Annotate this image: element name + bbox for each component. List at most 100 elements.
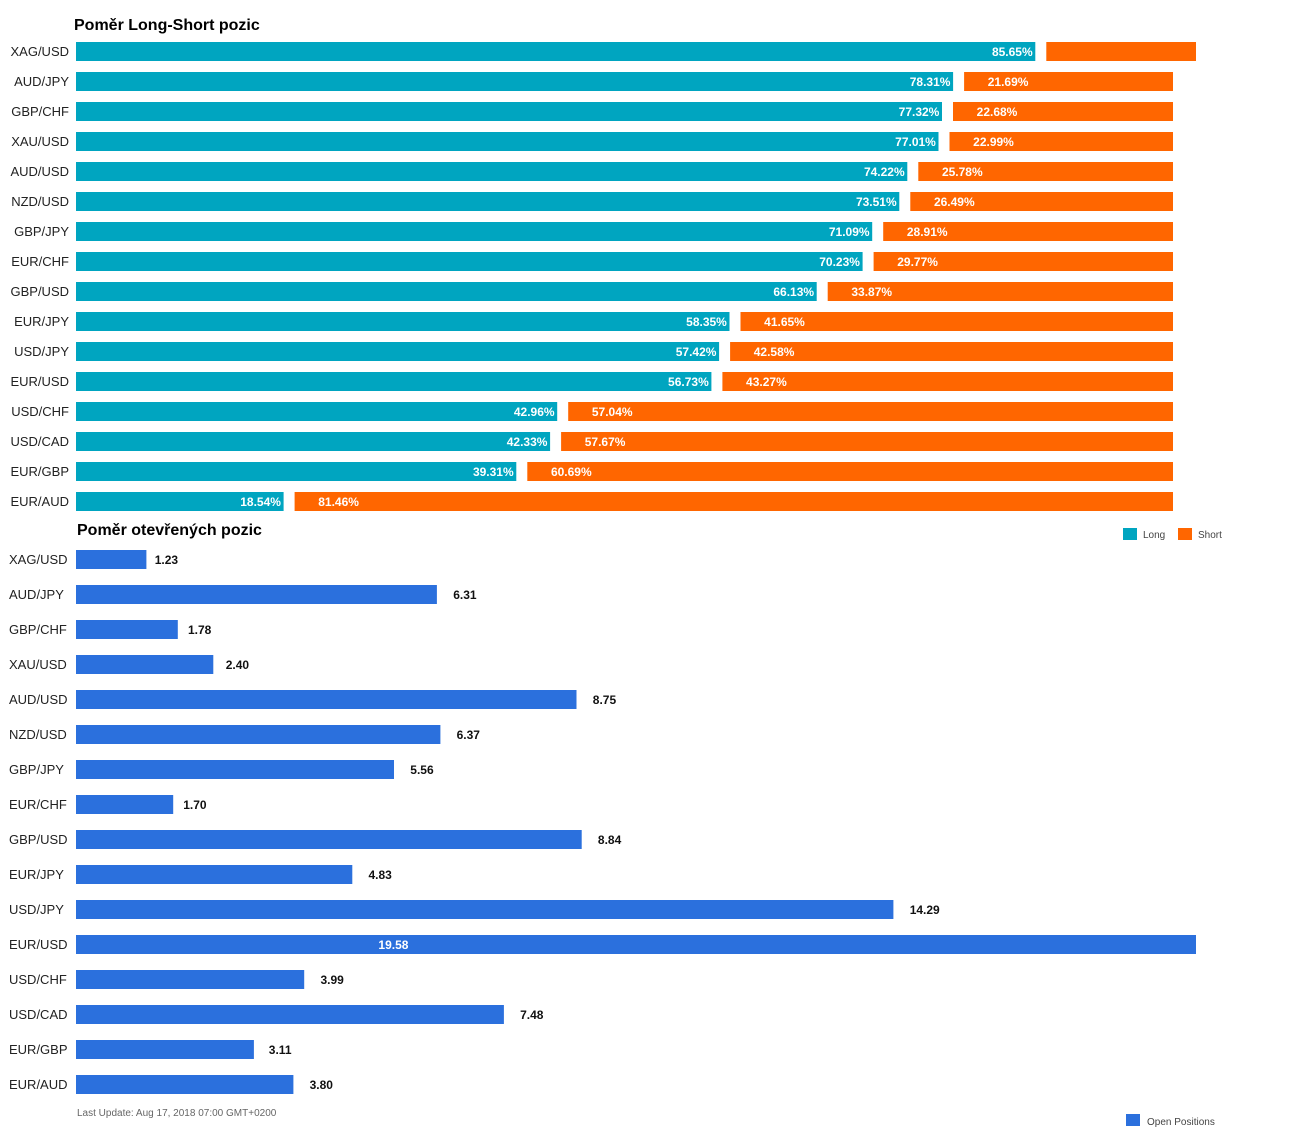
category-label: EUR/CHF — [9, 797, 67, 812]
short-value-label: 22.99% — [973, 135, 1014, 149]
category-label: EUR/GBP — [10, 464, 69, 479]
open-positions-bar — [76, 585, 437, 604]
legend-open-swatch — [1126, 1114, 1140, 1126]
long-value-label: 71.09% — [829, 225, 870, 239]
category-label: GBP/JPY — [14, 224, 69, 239]
long-value-label: 73.51% — [856, 195, 897, 209]
category-label: GBP/CHF — [9, 622, 67, 637]
open-positions-value-label: 8.84 — [598, 833, 622, 847]
category-label: EUR/AUD — [10, 494, 69, 509]
short-bar — [883, 222, 1173, 241]
long-bar — [76, 102, 942, 121]
long-value-label: 56.73% — [668, 375, 709, 389]
long-value-label: 42.96% — [514, 405, 555, 419]
short-bar — [953, 102, 1173, 121]
short-bar — [527, 462, 1173, 481]
short-bar — [568, 402, 1173, 421]
legend-long-label: Long — [1143, 530, 1165, 541]
category-label: GBP/USD — [10, 284, 69, 299]
category-label: USD/CHF — [11, 404, 69, 419]
open-positions-value-label: 7.48 — [520, 1008, 544, 1022]
category-label: EUR/AUD — [9, 1077, 68, 1092]
long-bar — [76, 222, 873, 241]
long-bar — [76, 372, 712, 391]
long-value-label: 57.42% — [676, 345, 717, 359]
open-positions-value-label: 3.99 — [321, 973, 345, 987]
long-bar — [76, 342, 720, 361]
short-bar — [561, 432, 1173, 451]
long-value-label: 85.65% — [992, 45, 1033, 59]
short-bar — [949, 132, 1173, 151]
open-positions-value-label: 1.23 — [155, 553, 179, 567]
category-label: XAU/USD — [11, 134, 69, 149]
short-bar — [873, 252, 1173, 271]
open-positions-value-label: 1.78 — [188, 623, 212, 637]
open-positions-bar — [76, 900, 894, 919]
open-positions-value-label: 8.75 — [593, 693, 617, 707]
chart2-title: Poměr otevřených pozic — [77, 522, 262, 539]
category-label: NZD/USD — [11, 194, 69, 209]
legend-short-label: Short — [1198, 530, 1222, 541]
open-positions-value-label: 14.29 — [910, 903, 940, 917]
short-value-label: 28.91% — [907, 225, 948, 239]
category-label: EUR/GBP — [9, 1042, 68, 1057]
legend-open-label: Open Positions — [1147, 1117, 1215, 1128]
category-label: XAG/USD — [10, 44, 69, 59]
open-positions-value-label: 19.58 — [378, 938, 408, 952]
open-positions-value-label: 3.11 — [269, 1043, 292, 1057]
open-positions-bar — [76, 865, 353, 884]
category-label: AUD/USD — [9, 692, 68, 707]
short-bar — [827, 282, 1173, 301]
open-positions-bar — [76, 795, 174, 814]
short-value-label: 22.68% — [977, 105, 1018, 119]
short-value-label: 57.04% — [592, 405, 633, 419]
short-value-label: 41.65% — [764, 315, 805, 329]
short-value-label: 26.49% — [934, 195, 975, 209]
category-label: AUD/JPY — [9, 587, 64, 602]
short-value-label: 43.27% — [746, 375, 787, 389]
open-positions-value-label: 5.56 — [410, 763, 434, 777]
open-positions-bar — [76, 655, 214, 674]
category-label: EUR/USD — [9, 937, 68, 952]
long-bar — [76, 72, 954, 91]
category-label: AUD/JPY — [14, 74, 69, 89]
short-bar — [722, 372, 1173, 391]
open-positions-value-label: 2.40 — [226, 658, 250, 672]
long-bar — [76, 252, 863, 271]
long-short-chart: XAG/USD 85.65% AUD/JPY 78.31% 21.69% GBP/CHF 7… — [10, 42, 1196, 511]
short-value-label: 25.78% — [942, 165, 983, 179]
long-value-label: 39.31% — [473, 465, 514, 479]
long-value-label: 70.23% — [819, 255, 860, 269]
category-label: XAG/USD — [9, 552, 68, 567]
short-bar — [740, 312, 1173, 331]
open-positions-legend: Open Positions — [1126, 1114, 1215, 1128]
category-label: GBP/JPY — [9, 762, 64, 777]
long-bar — [76, 282, 817, 301]
short-bar — [910, 192, 1173, 211]
open-positions-bar — [76, 830, 582, 849]
long-value-label: 78.31% — [910, 75, 951, 89]
open-positions-bar — [76, 620, 178, 639]
long-bar — [76, 492, 284, 511]
long-value-label: 42.33% — [507, 435, 548, 449]
category-label: USD/JPY — [9, 902, 64, 917]
long-bar — [76, 132, 939, 151]
long-short-legend: Long Short — [1123, 528, 1222, 541]
open-positions-value-label: 6.31 — [453, 588, 477, 602]
category-label: EUR/USD — [10, 374, 69, 389]
long-bar — [76, 162, 908, 181]
category-label: EUR/CHF — [11, 254, 69, 269]
open-positions-value-label: 3.80 — [310, 1078, 334, 1092]
long-bar — [76, 42, 1036, 61]
open-positions-bar — [76, 690, 577, 709]
short-value-label: 60.69% — [551, 465, 592, 479]
short-bar — [918, 162, 1173, 181]
category-label: USD/CHF — [9, 972, 67, 987]
legend-short-swatch — [1178, 528, 1192, 540]
long-bar — [76, 192, 900, 211]
category-label: GBP/USD — [9, 832, 68, 847]
short-value-label: 81.46% — [318, 495, 359, 509]
category-label: USD/CAD — [9, 1007, 68, 1022]
long-value-label: 58.35% — [686, 315, 727, 329]
